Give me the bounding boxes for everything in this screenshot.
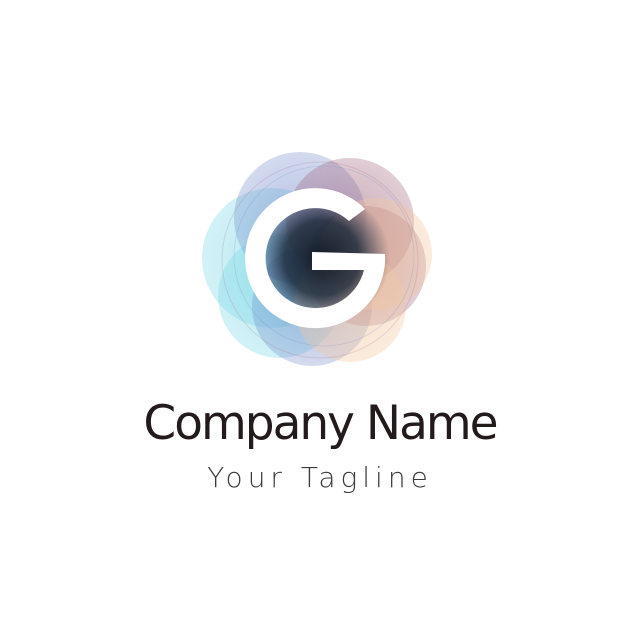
letter-g-mark — [245, 188, 386, 329]
company-name: Company Name — [143, 396, 498, 451]
petal-outline-2 — [233, 165, 415, 347]
tagline: Your Tagline — [207, 461, 433, 494]
logo-emblem — [202, 152, 432, 366]
petal-outline-1 — [221, 161, 419, 359]
